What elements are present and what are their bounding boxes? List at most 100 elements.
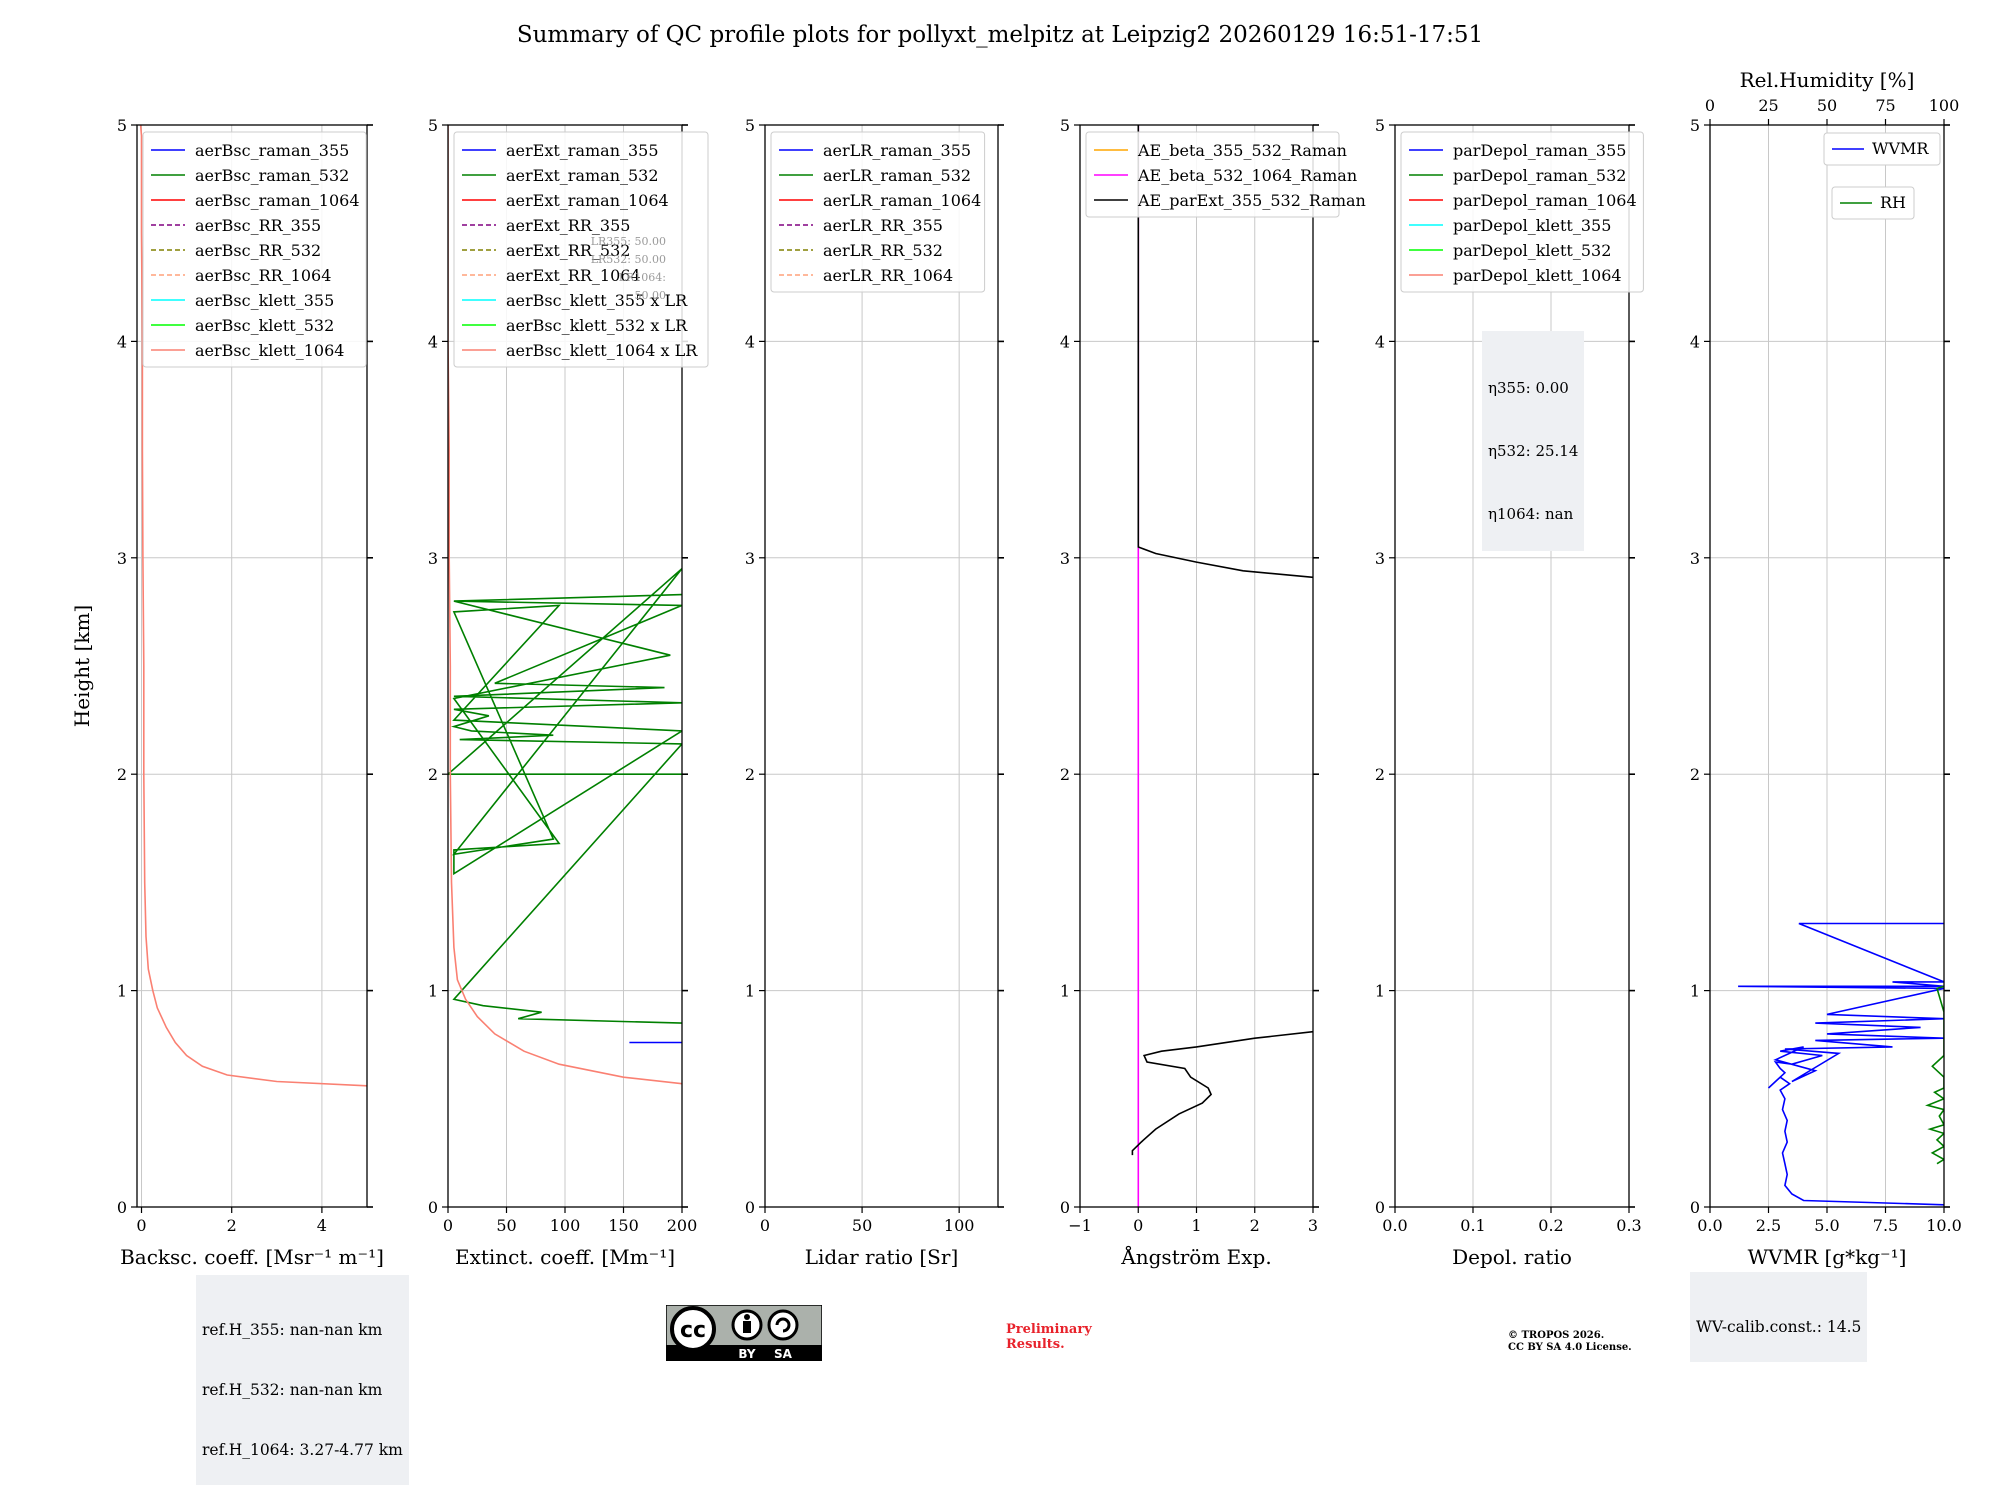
y-tick-label: 2 bbox=[117, 765, 127, 784]
legend-label: aerLR_RR_1064 bbox=[823, 266, 953, 285]
x-tick-label: 0.1 bbox=[1460, 1216, 1485, 1235]
legend-label: aerBsc_raman_1064 bbox=[195, 191, 360, 210]
x-axis-label: Lidar ratio [Sr] bbox=[805, 1245, 959, 1269]
x2-tick-label: 50 bbox=[1817, 96, 1837, 115]
series-line-aerbsc-klett-1064-x-lr bbox=[448, 125, 682, 1085]
eta-355-text: η355: 0.00 bbox=[1488, 379, 1569, 397]
eta-1064-text: η1064: nan bbox=[1488, 505, 1574, 523]
legend-label: aerBsc_RR_1064 bbox=[195, 266, 331, 285]
y-tick-label: 0 bbox=[1690, 1198, 1700, 1217]
axes-frame bbox=[1394, 124, 1630, 1208]
legend-box bbox=[1400, 131, 1644, 293]
x-axis-label: Depol. ratio bbox=[1452, 1245, 1572, 1269]
y-tick-label: 4 bbox=[1060, 332, 1070, 351]
legend-label: aerExt_raman_532 bbox=[506, 166, 659, 185]
cc-license-badge: cc BY SA bbox=[666, 1305, 822, 1361]
x2-axis-label: Rel.Humidity [%] bbox=[1740, 68, 1915, 92]
legend-label: parDepol_raman_1064 bbox=[1453, 191, 1637, 210]
legend-label: parDepol_raman_532 bbox=[1453, 166, 1626, 185]
series-line-ae-parext-355-532-raman-lower- bbox=[1131, 1030, 1313, 1156]
y-tick-label: 3 bbox=[117, 549, 127, 568]
x-axis-label: Extinct. coeff. [Mm⁻¹] bbox=[455, 1245, 675, 1269]
y-tick-label: 0 bbox=[745, 1198, 755, 1217]
x-tick-label: 2 bbox=[1250, 1216, 1260, 1235]
wv-calib-text: WV-calib.const.: 14.5 bbox=[1696, 1318, 1862, 1336]
legend-box bbox=[1085, 131, 1340, 218]
x-tick-label: 50 bbox=[852, 1216, 872, 1235]
legend-label: aerBsc_raman_532 bbox=[195, 166, 349, 185]
y-axis-label: Height [km] bbox=[70, 605, 94, 727]
x2-tick-label: 25 bbox=[1758, 96, 1778, 115]
y-tick-label: 2 bbox=[1375, 765, 1385, 784]
legend-label: parDepol_klett_532 bbox=[1453, 241, 1611, 260]
y-tick-label: 2 bbox=[1690, 765, 1700, 784]
x-tick-label: 0.3 bbox=[1616, 1216, 1641, 1235]
x-tick-label: 100 bbox=[944, 1216, 975, 1235]
legend-label: aerLR_RR_532 bbox=[823, 241, 943, 260]
y-tick-label: 1 bbox=[117, 982, 127, 1001]
cc-label: cc bbox=[680, 1318, 706, 1343]
lidar-ratio-faint-box: LR355: 50.00 LR532: 50.00 LR1064: 50.00 bbox=[590, 233, 666, 305]
legend-label: aerExt_RR_1064 bbox=[506, 266, 641, 285]
legend-label: parDepol_raman_355 bbox=[1453, 141, 1626, 160]
y-tick-label: 0 bbox=[428, 1198, 438, 1217]
x-tick-label: 0 bbox=[443, 1216, 453, 1235]
y-tick-label: 2 bbox=[1060, 765, 1070, 784]
legend-label: AE_parExt_355_532_Raman bbox=[1137, 191, 1366, 210]
legend-box bbox=[770, 131, 986, 293]
x-tick-label: 1 bbox=[1191, 1216, 1201, 1235]
x-tick-label: 0.2 bbox=[1538, 1216, 1563, 1235]
y-tick-label: 3 bbox=[1060, 549, 1070, 568]
x-tick-label: 5.0 bbox=[1814, 1216, 1839, 1235]
y-tick-label: 3 bbox=[1690, 549, 1700, 568]
series-line-rh bbox=[1925, 985, 1944, 1165]
legend-label: aerExt_RR_532 bbox=[506, 241, 630, 260]
legend-label: WVMR bbox=[1872, 139, 1929, 158]
lr-532-text: LR532: 50.00 bbox=[590, 253, 666, 266]
y-tick-label: 1 bbox=[428, 982, 438, 1001]
y-tick-label: 4 bbox=[1690, 332, 1700, 351]
x-tick-label: 100 bbox=[550, 1216, 581, 1235]
y-tick-label: 2 bbox=[745, 765, 755, 784]
y-tick-label: 1 bbox=[1060, 982, 1070, 1001]
sa-share-icon bbox=[767, 1309, 799, 1341]
x-tick-label: 3 bbox=[1308, 1216, 1318, 1235]
x-tick-label: 150 bbox=[608, 1216, 639, 1235]
y-tick-label: 4 bbox=[428, 332, 438, 351]
legend-label: aerBsc_RR_532 bbox=[195, 241, 321, 260]
x2-tick-label: 75 bbox=[1875, 96, 1895, 115]
eta-532-text: η532: 25.14 bbox=[1488, 442, 1579, 460]
x2-tick-label: 100 bbox=[1929, 96, 1960, 115]
y-tick-label: 3 bbox=[745, 549, 755, 568]
axes-frame bbox=[764, 124, 999, 1208]
legend-label: AE_beta_532_1064_Raman bbox=[1137, 166, 1357, 185]
x-tick-label: 0 bbox=[136, 1216, 146, 1235]
x-axis-label: Ångström Exp. bbox=[1120, 1244, 1271, 1269]
refh-532-text: ref.H_532: nan-nan km bbox=[202, 1381, 383, 1399]
copyright-note: © TROPOS 2026. CC BY SA 4.0 License. bbox=[1508, 1330, 1632, 1354]
y-tick-label: 0 bbox=[1375, 1198, 1385, 1217]
x2-tick-label: 0 bbox=[1705, 96, 1715, 115]
legend-label: aerBsc_klett_532 bbox=[195, 316, 334, 335]
y-tick-label: 0 bbox=[117, 1198, 127, 1217]
series-line-wvmr bbox=[1738, 922, 1944, 1206]
x-tick-label: 2 bbox=[227, 1216, 237, 1235]
x-tick-label: 0.0 bbox=[1382, 1216, 1407, 1235]
lr-355-text: LR355: 50.00 bbox=[590, 235, 666, 248]
x-tick-label: 0 bbox=[1133, 1216, 1143, 1235]
y-tick-label: 3 bbox=[1375, 549, 1385, 568]
legend-box bbox=[453, 131, 709, 368]
sa-label: SA bbox=[774, 1347, 793, 1361]
cc-icon bbox=[670, 1306, 716, 1352]
legend-label: aerBsc_raman_355 bbox=[195, 141, 349, 160]
refh-355-text: ref.H_355: nan-nan km bbox=[202, 1321, 383, 1339]
series-line-ae-parext-355-532-raman-upper- bbox=[1137, 125, 1313, 579]
y-tick-label: 1 bbox=[1690, 982, 1700, 1001]
legend-label: aerBsc_klett_355 x LR bbox=[506, 291, 688, 310]
x-tick-label: 200 bbox=[667, 1216, 698, 1235]
legend-label: aerExt_raman_355 bbox=[506, 141, 659, 160]
figure-canvas: 0 2 4 0 1 2 3 4 5 Backsc. coeff. [Msr⁻¹ m⁻¹] Heigh… bbox=[70, 68, 1962, 1269]
x-tick-label: 4 bbox=[317, 1216, 327, 1235]
copyright-line-2: CC BY SA 4.0 License. bbox=[1508, 1342, 1632, 1353]
legend-label: aerLR_raman_355 bbox=[823, 141, 971, 160]
